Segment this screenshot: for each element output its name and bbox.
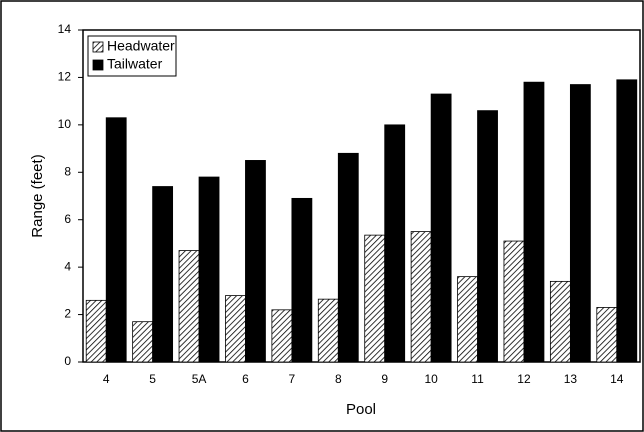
bar [85,299,107,363]
x-tick-label: 12 [517,372,531,386]
y-tick-label: 4 [64,259,71,273]
y-tick-label: 10 [58,117,72,131]
y-axis-label: Range (feet) [29,154,46,237]
bar [152,186,174,363]
bar [225,295,246,363]
x-tick-label: 5 [149,372,156,386]
y-tick-label: 0 [64,354,71,368]
x-tick-label: 7 [289,372,296,386]
legend-swatch [92,59,104,71]
bar [477,110,498,363]
bar [317,298,339,363]
x-tick-label: 9 [381,372,388,386]
bar [410,231,432,363]
bar [569,84,591,363]
bar [503,240,525,363]
x-tick-label: 10 [424,372,438,386]
bar [337,152,359,363]
x-tick-label: 4 [103,372,110,386]
bar [198,176,220,363]
x-tick-label: 6 [242,372,249,386]
x-axis-label: Pool [346,401,376,418]
bar [245,160,266,363]
bar [549,280,571,363]
bar [457,276,478,363]
bar [105,117,127,363]
bar [132,321,154,363]
x-tick-label: 5A [192,372,207,386]
bar [616,79,638,363]
bar [384,124,406,363]
legend-label: Headwater [107,38,175,54]
legend-swatch [92,41,104,53]
y-tick-label: 12 [58,70,72,84]
bar [178,250,200,363]
bar [364,234,386,363]
x-tick-label: 13 [564,372,578,386]
legend-label: Tailwater [107,56,163,72]
y-tick-label: 2 [64,307,71,321]
x-tick-label: 14 [610,372,624,386]
bar [430,93,452,363]
y-tick-label: 6 [64,212,71,226]
x-tick-label: 8 [335,372,342,386]
y-tick-label: 8 [64,164,71,178]
bar [596,307,618,363]
bar [523,81,545,363]
plot-area [82,29,641,363]
y-tick-label: 14 [58,22,72,36]
bar [271,309,293,363]
x-tick-label: 11 [471,372,484,386]
bar [291,197,313,363]
